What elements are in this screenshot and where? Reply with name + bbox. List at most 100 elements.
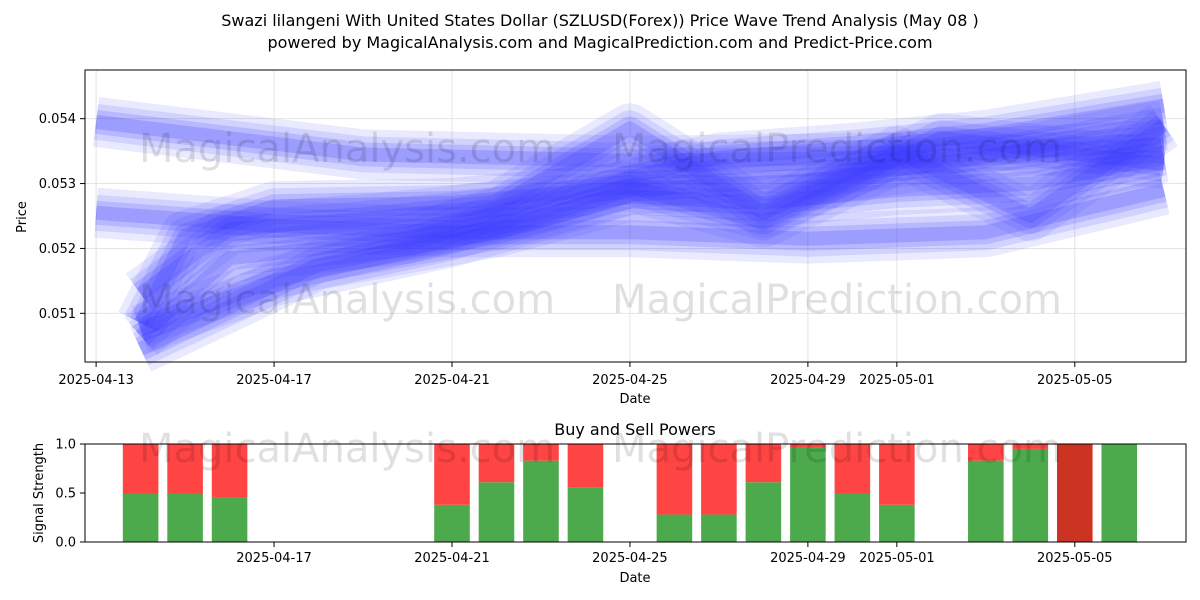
watermark-top-left-2: MagicalAnalysis.com — [139, 277, 555, 323]
price-y-axis-label: Price — [15, 201, 30, 233]
bar-y-tick-label: 0.0 — [55, 536, 76, 551]
wave-line-1-layer-4 — [95, 114, 1165, 168]
bar-x-tick-label: 2025-05-05 — [1037, 551, 1113, 566]
bar-x-tick-label: 2025-05-01 — [859, 551, 935, 566]
bar-y-tick-label: 1.0 — [55, 438, 76, 453]
sell-bar — [434, 444, 470, 505]
price-y-tick-label: 0.054 — [39, 112, 76, 127]
bar-group-2025-04-28 — [745, 444, 782, 542]
chart-title-line2: powered by MagicalAnalysis.com and Magic… — [267, 33, 932, 52]
bar-chart-axes: 2025-04-17 2025-04-21 2025-04-25 2025-04-29… — [55, 438, 1112, 567]
bar-group-2025-04-24 — [567, 444, 604, 542]
sell-bar — [478, 444, 515, 483]
wave-line-6-layer-3 — [135, 145, 1167, 360]
wave-line-7-layer-1 — [132, 100, 1169, 354]
price-x-axis-label: Date — [619, 392, 650, 407]
watermark-top-left-1: MagicalAnalysis.com — [139, 126, 555, 172]
bar-group-2025-04-21 — [434, 444, 470, 542]
wave-line-6-layer-1 — [129, 133, 1169, 372]
bar-group-2025-04-16 — [211, 444, 248, 542]
wave-line-5-layer-3 — [132, 93, 1166, 346]
buy-bar — [122, 493, 159, 542]
buy-bar — [1012, 448, 1049, 542]
wave-series-2 — [94, 165, 1170, 264]
price-chart-watermarks: MagicalAnalysis.com MagicalPrediction.co… — [139, 126, 1062, 323]
buy-bar — [968, 460, 1004, 542]
bar-group-2025-05-06 — [1101, 444, 1138, 542]
wave-line-1-layer-3 — [94, 109, 1165, 173]
price-y-tick-label: 0.052 — [39, 242, 76, 257]
bar-group-2025-04-29 — [790, 444, 826, 542]
wave-line-4-layer-3 — [133, 115, 1171, 304]
buy-bar — [701, 514, 737, 542]
wave-line-7-layer-2 — [134, 107, 1167, 347]
watermark-top-right-1: MagicalPrediction.com — [612, 126, 1062, 172]
wave-line-2-layer-4 — [95, 183, 1166, 246]
wave-line-5-layer-4 — [135, 98, 1165, 342]
buy-bar — [790, 447, 826, 542]
price-x-tick-label: 2025-04-13 — [58, 373, 134, 388]
buy-bar — [478, 482, 515, 542]
sell-bar — [701, 444, 737, 515]
bar-group-2025-04-23 — [523, 444, 559, 542]
price-y-tick-label: 0.053 — [39, 177, 76, 192]
bar-y-tick-label: 0.5 — [55, 487, 76, 502]
wave-series-6 — [129, 133, 1169, 372]
wave-series-7 — [132, 100, 1169, 354]
bar-group-2025-04-14 — [122, 444, 159, 542]
price-x-tick-label: 2025-04-17 — [236, 373, 312, 388]
bar-x-tick-label: 2025-04-21 — [414, 551, 490, 566]
bar-group-2025-04-30 — [834, 444, 871, 542]
buy-bar — [1101, 444, 1138, 542]
chart-title-line1: Swazi lilangeni With United States Dolla… — [221, 11, 979, 30]
wave-line-3-layer-1 — [118, 113, 1167, 335]
watermark-bottom-left: MagicalAnalysis.com — [139, 426, 555, 472]
sell-bar — [834, 444, 871, 494]
bar-group-2025-05-04 — [1012, 444, 1049, 542]
sell-bar — [211, 444, 248, 498]
wave-series-5 — [124, 81, 1168, 355]
wave-line-5-layer-2 — [128, 87, 1167, 350]
wave-line-1-layer-2 — [93, 104, 1165, 179]
price-x-tick-label: 2025-04-25 — [592, 373, 668, 388]
wave-line-4-layer-2 — [129, 110, 1174, 309]
bar-chart-title: Buy and Sell Powers — [554, 420, 716, 439]
wave-line-2-layer-1 — [94, 165, 1170, 264]
bar-group-2025-05-05 — [1056, 444, 1093, 542]
sell-bar — [167, 444, 203, 494]
buy-bar — [523, 460, 559, 542]
bar-chart-watermarks: MagicalAnalysis.com MagicalPrediction.co… — [139, 426, 1062, 472]
price-chart-frame — [84, 69, 1187, 363]
bar-x-tick-label: 2025-04-17 — [236, 551, 312, 566]
buy-bar — [879, 504, 915, 542]
wave-line-2-layer-3 — [95, 178, 1167, 251]
price-chart-axes: 2025-04-13 2025-04-17 2025-04-21 2025-04-25… — [39, 112, 1113, 388]
wave-line-3-layer-4 — [134, 131, 1165, 327]
wave-line-7-layer-3 — [136, 113, 1166, 341]
wave-line-2-layer-2 — [94, 172, 1168, 257]
buy-sell-bars — [122, 444, 1138, 542]
price-x-tick-label: 2025-05-05 — [1037, 373, 1113, 388]
buy-bar — [745, 482, 782, 542]
bar-group-2025-04-26 — [656, 444, 693, 542]
wave-line-6-layer-4 — [137, 150, 1166, 356]
bar-group-2025-04-27 — [701, 444, 737, 542]
wave-line-4-layer-1 — [125, 103, 1178, 315]
sell-bar — [790, 444, 826, 448]
bar-group-2025-05-03 — [968, 444, 1004, 542]
price-x-tick-label: 2025-05-01 — [859, 373, 935, 388]
sell-bar — [879, 444, 915, 505]
bar-group-2025-04-22 — [478, 444, 515, 542]
bar-group-2025-05-01 — [879, 444, 915, 542]
buy-bar — [834, 493, 871, 542]
bar-x-tick-label: 2025-04-29 — [770, 551, 846, 566]
bar-x-tick-label: 2025-04-25 — [592, 551, 668, 566]
sell-bar — [656, 444, 693, 515]
buy-bar — [434, 504, 470, 542]
buy-bar — [167, 493, 203, 542]
sell-bar — [968, 444, 1004, 461]
bar-x-axis-label: Date — [619, 571, 650, 586]
watermark-top-right-2: MagicalPrediction.com — [612, 277, 1062, 323]
price-y-tick-label: 0.051 — [39, 307, 76, 322]
